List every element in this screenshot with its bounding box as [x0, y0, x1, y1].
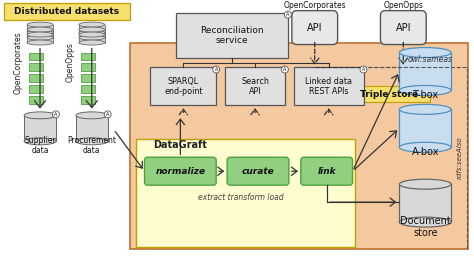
Bar [81, 85, 95, 93]
Bar [81, 63, 95, 71]
Ellipse shape [400, 142, 451, 152]
Text: Linked data
REST APIs: Linked data REST APIs [305, 77, 352, 96]
Bar [348, 86, 430, 102]
Text: Reconciliation
service: Reconciliation service [201, 26, 264, 45]
Ellipse shape [79, 27, 105, 32]
Polygon shape [400, 109, 451, 147]
Text: Search
API: Search API [241, 77, 269, 96]
Bar [129, 43, 468, 249]
Text: owl:sameas: owl:sameas [408, 55, 453, 64]
Ellipse shape [27, 27, 53, 32]
Text: A: A [286, 12, 290, 17]
Text: A: A [362, 67, 365, 72]
FancyBboxPatch shape [381, 11, 426, 44]
Circle shape [104, 111, 111, 118]
Text: extract transform load: extract transform load [198, 193, 284, 202]
Bar [294, 68, 364, 105]
Text: API: API [307, 23, 322, 33]
Text: A-box: A-box [411, 147, 439, 157]
Bar [149, 68, 216, 105]
Bar [81, 52, 95, 60]
Circle shape [282, 66, 288, 73]
Ellipse shape [400, 179, 451, 189]
Bar [29, 75, 43, 82]
Bar [176, 13, 288, 58]
Text: OpenOpps: OpenOpps [383, 1, 423, 10]
Polygon shape [27, 30, 53, 38]
FancyBboxPatch shape [227, 157, 289, 185]
FancyBboxPatch shape [292, 11, 337, 44]
Polygon shape [27, 25, 53, 33]
Text: Procurement
data: Procurement data [67, 136, 116, 155]
Text: Triple store: Triple store [360, 90, 419, 99]
Ellipse shape [76, 112, 108, 119]
Ellipse shape [400, 85, 451, 95]
Ellipse shape [24, 138, 56, 145]
Circle shape [213, 66, 219, 73]
Ellipse shape [400, 217, 451, 227]
Ellipse shape [27, 22, 53, 27]
Bar [29, 96, 43, 104]
Bar [225, 68, 285, 105]
Ellipse shape [27, 35, 53, 40]
Text: A: A [283, 67, 287, 72]
Text: SPARQL
end-point: SPARQL end-point [164, 77, 202, 96]
Circle shape [53, 111, 59, 118]
Ellipse shape [79, 35, 105, 40]
Text: Document
store: Document store [400, 216, 451, 238]
Polygon shape [79, 30, 105, 38]
Text: A: A [106, 112, 109, 117]
Ellipse shape [79, 40, 105, 45]
Text: Supplier
data: Supplier data [24, 136, 56, 155]
Polygon shape [79, 25, 105, 33]
Circle shape [284, 11, 292, 18]
Bar [81, 75, 95, 82]
Text: A: A [215, 67, 218, 72]
Text: curate: curate [242, 167, 274, 176]
Ellipse shape [79, 22, 105, 27]
Bar [136, 139, 355, 247]
Polygon shape [79, 34, 105, 43]
Text: Distributed datasets: Distributed datasets [14, 7, 119, 16]
Text: link: link [318, 167, 336, 176]
Ellipse shape [27, 40, 53, 45]
Circle shape [360, 66, 367, 73]
Text: OpenCorporates: OpenCorporates [283, 1, 346, 10]
Ellipse shape [400, 48, 451, 58]
Ellipse shape [79, 32, 105, 37]
Text: OpenOpps: OpenOpps [65, 43, 74, 82]
Bar [29, 52, 43, 60]
Bar [81, 96, 95, 104]
Text: A: A [54, 112, 58, 117]
Polygon shape [24, 115, 56, 141]
Text: OpenCorporates: OpenCorporates [14, 31, 23, 94]
Ellipse shape [76, 138, 108, 145]
Text: DataGraft: DataGraft [154, 140, 207, 150]
Ellipse shape [400, 104, 451, 114]
Ellipse shape [79, 30, 105, 35]
Bar [29, 63, 43, 71]
Ellipse shape [27, 30, 53, 35]
Text: rdfs:seeAlso: rdfs:seeAlso [457, 136, 463, 179]
Polygon shape [76, 115, 108, 141]
Ellipse shape [27, 32, 53, 37]
FancyBboxPatch shape [145, 157, 216, 185]
Text: API: API [396, 23, 411, 33]
Bar [29, 85, 43, 93]
Polygon shape [27, 34, 53, 43]
Text: T-box: T-box [412, 90, 438, 100]
Ellipse shape [24, 112, 56, 119]
Polygon shape [400, 52, 451, 90]
FancyBboxPatch shape [301, 157, 353, 185]
Text: normalize: normalize [155, 167, 205, 176]
Bar [4, 3, 129, 20]
Polygon shape [400, 184, 451, 222]
